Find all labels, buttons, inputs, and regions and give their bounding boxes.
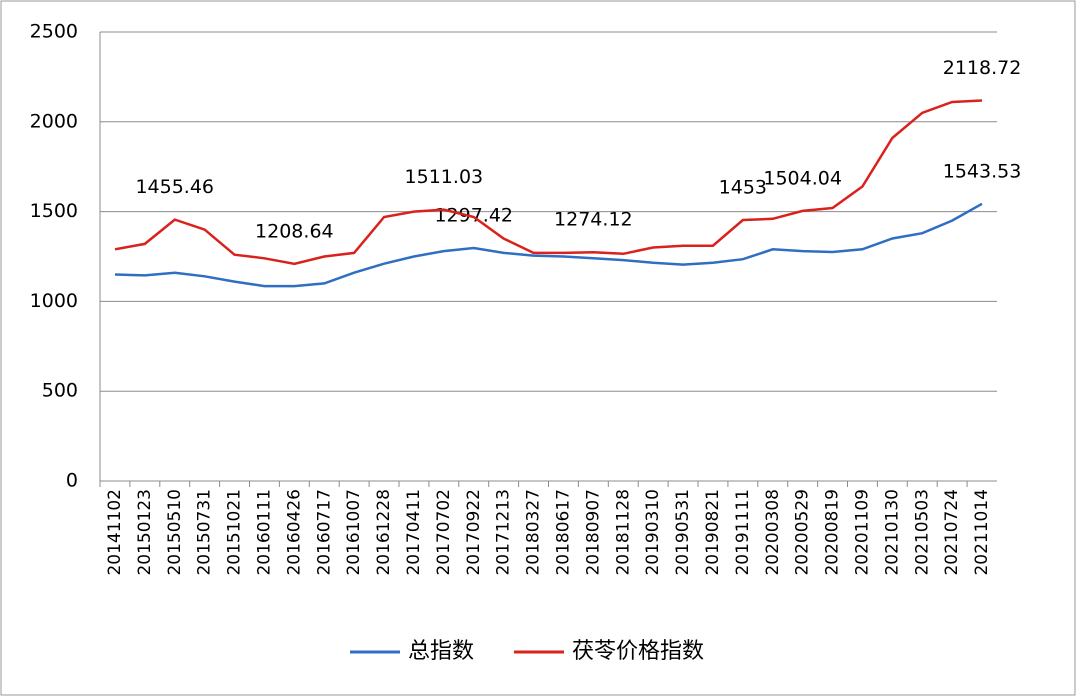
x-tick-label: 20150510 bbox=[165, 489, 185, 576]
y-tick-label: 2000 bbox=[30, 110, 78, 132]
x-tick-label: 20190531 bbox=[673, 489, 693, 576]
x-tick-label: 20161228 bbox=[374, 489, 394, 576]
data-label: 1297.42 bbox=[434, 204, 513, 226]
data-label: 1543.53 bbox=[943, 160, 1022, 182]
series-line bbox=[114, 202, 983, 288]
x-tick-label: 20160111 bbox=[254, 489, 274, 576]
x-tick-label: 20151021 bbox=[225, 489, 245, 576]
data-label: 1453 bbox=[719, 177, 767, 199]
x-tick-label: 20160717 bbox=[314, 489, 334, 576]
legend-label: 总指数 bbox=[408, 639, 474, 664]
data-label: 1208.64 bbox=[255, 220, 334, 242]
data-label: 1504.04 bbox=[763, 167, 842, 189]
x-tick-label: 20210503 bbox=[912, 489, 932, 576]
x-tick-label: 20160426 bbox=[284, 489, 304, 576]
data-label: 1455.46 bbox=[135, 176, 214, 198]
x-tick-label: 20190310 bbox=[643, 489, 663, 576]
x-tick-label: 20170702 bbox=[434, 489, 454, 576]
x-tick-label: 20180617 bbox=[553, 489, 573, 576]
series-line bbox=[114, 99, 983, 266]
y-tick-label: 2500 bbox=[30, 21, 78, 43]
x-tick-label: 20200308 bbox=[763, 489, 783, 576]
x-tick-label: 20191111 bbox=[733, 489, 753, 576]
x-tick-label: 20170922 bbox=[464, 489, 484, 576]
x-tick-label: 20210130 bbox=[882, 489, 902, 576]
x-tick-label: 20150123 bbox=[135, 489, 155, 576]
x-tick-label: 20180327 bbox=[524, 489, 544, 576]
x-tick-label: 20171213 bbox=[494, 489, 514, 576]
data-label: 2118.72 bbox=[943, 57, 1022, 79]
x-tick-label: 20180907 bbox=[583, 489, 603, 576]
x-tick-label: 20181128 bbox=[613, 489, 633, 576]
y-tick-label: 1000 bbox=[30, 290, 78, 312]
x-tick-label: 20200529 bbox=[793, 489, 813, 576]
x-tick-label: 20200819 bbox=[823, 489, 843, 576]
y-tick-label: 500 bbox=[42, 380, 78, 402]
x-tick-label: 20141102 bbox=[105, 489, 125, 576]
x-tick-label: 20211014 bbox=[972, 489, 992, 576]
x-tick-label: 20161007 bbox=[344, 489, 364, 576]
x-tick-label: 20170411 bbox=[404, 489, 424, 576]
x-tick-label: 20210724 bbox=[942, 489, 962, 576]
y-tick-label: 1500 bbox=[30, 200, 78, 222]
x-tick-label: 20150731 bbox=[195, 489, 215, 576]
y-tick-label: 0 bbox=[66, 470, 78, 492]
legend-label: 茯苓价格指数 bbox=[572, 639, 704, 664]
x-tick-label: 20201109 bbox=[852, 489, 872, 576]
data-label: 1274.12 bbox=[554, 209, 633, 231]
x-tick-label: 20190821 bbox=[703, 489, 723, 576]
data-label: 1511.03 bbox=[405, 166, 484, 188]
